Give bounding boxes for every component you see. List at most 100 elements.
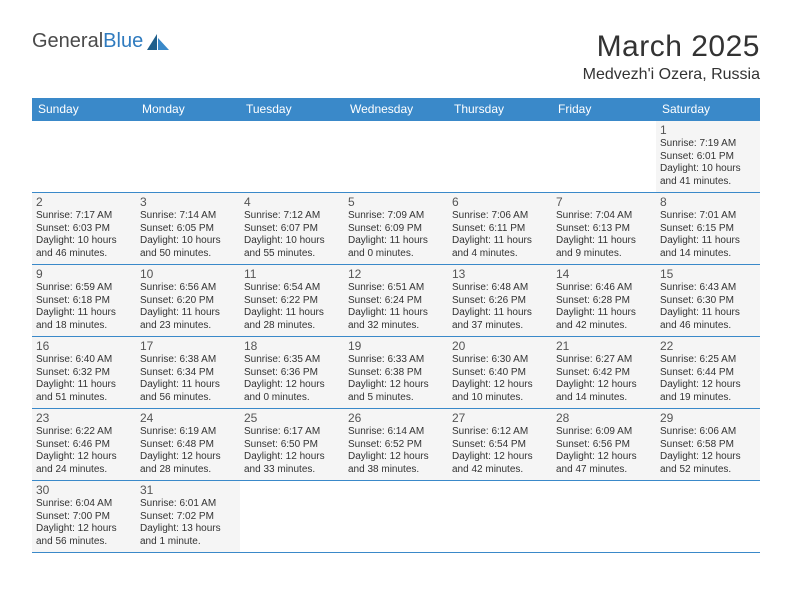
day-info: Sunrise: 6:56 AMSunset: 6:20 PMDaylight:… — [140, 282, 236, 332]
day-info: Sunrise: 6:25 AMSunset: 6:44 PMDaylight:… — [660, 354, 756, 404]
calendar-empty — [552, 121, 656, 193]
header: GeneralBlue March 2025 Medvezh'i Ozera, … — [32, 30, 760, 84]
day-number: 19 — [348, 339, 444, 353]
day-info: Sunrise: 6:27 AMSunset: 6:42 PMDaylight:… — [556, 354, 652, 404]
calendar-day: 18Sunrise: 6:35 AMSunset: 6:36 PMDayligh… — [240, 337, 344, 409]
calendar-day: 26Sunrise: 6:14 AMSunset: 6:52 PMDayligh… — [344, 409, 448, 481]
day-info: Sunrise: 6:43 AMSunset: 6:30 PMDaylight:… — [660, 282, 756, 332]
logo-text-1: General — [32, 30, 103, 53]
logo-sail-icon — [145, 32, 171, 52]
day-number: 6 — [452, 195, 548, 209]
calendar-body: 1Sunrise: 7:19 AMSunset: 6:01 PMDaylight… — [32, 121, 760, 553]
calendar-day: 21Sunrise: 6:27 AMSunset: 6:42 PMDayligh… — [552, 337, 656, 409]
day-info: Sunrise: 7:09 AMSunset: 6:09 PMDaylight:… — [348, 210, 444, 260]
day-info: Sunrise: 7:06 AMSunset: 6:11 PMDaylight:… — [452, 210, 548, 260]
day-number: 10 — [140, 267, 236, 281]
calendar-day: 24Sunrise: 6:19 AMSunset: 6:48 PMDayligh… — [136, 409, 240, 481]
calendar-empty — [656, 481, 760, 553]
day-header: Saturday — [656, 98, 760, 121]
calendar-empty — [240, 121, 344, 193]
day-number: 15 — [660, 267, 756, 281]
calendar-day: 15Sunrise: 6:43 AMSunset: 6:30 PMDayligh… — [656, 265, 760, 337]
calendar-week: 1Sunrise: 7:19 AMSunset: 6:01 PMDaylight… — [32, 121, 760, 193]
calendar-empty — [344, 481, 448, 553]
day-info: Sunrise: 6:48 AMSunset: 6:26 PMDaylight:… — [452, 282, 548, 332]
day-info: Sunrise: 6:01 AMSunset: 7:02 PMDaylight:… — [140, 498, 236, 548]
day-info: Sunrise: 6:38 AMSunset: 6:34 PMDaylight:… — [140, 354, 236, 404]
day-number: 1 — [660, 123, 756, 137]
day-number: 30 — [36, 483, 132, 497]
day-info: Sunrise: 7:19 AMSunset: 6:01 PMDaylight:… — [660, 138, 756, 188]
calendar-empty — [240, 481, 344, 553]
calendar-day: 23Sunrise: 6:22 AMSunset: 6:46 PMDayligh… — [32, 409, 136, 481]
day-number: 7 — [556, 195, 652, 209]
day-number: 4 — [244, 195, 340, 209]
day-info: Sunrise: 7:01 AMSunset: 6:15 PMDaylight:… — [660, 210, 756, 260]
title-block: March 2025 Medvezh'i Ozera, Russia — [583, 30, 760, 84]
day-number: 22 — [660, 339, 756, 353]
calendar-header-row: SundayMondayTuesdayWednesdayThursdayFrid… — [32, 98, 760, 121]
day-number: 27 — [452, 411, 548, 425]
day-info: Sunrise: 6:46 AMSunset: 6:28 PMDaylight:… — [556, 282, 652, 332]
day-info: Sunrise: 7:04 AMSunset: 6:13 PMDaylight:… — [556, 210, 652, 260]
calendar-day: 11Sunrise: 6:54 AMSunset: 6:22 PMDayligh… — [240, 265, 344, 337]
day-number: 28 — [556, 411, 652, 425]
day-info: Sunrise: 6:30 AMSunset: 6:40 PMDaylight:… — [452, 354, 548, 404]
calendar-week: 2Sunrise: 7:17 AMSunset: 6:03 PMDaylight… — [32, 193, 760, 265]
day-header: Thursday — [448, 98, 552, 121]
day-info: Sunrise: 6:35 AMSunset: 6:36 PMDaylight:… — [244, 354, 340, 404]
calendar-day: 8Sunrise: 7:01 AMSunset: 6:15 PMDaylight… — [656, 193, 760, 265]
day-number: 29 — [660, 411, 756, 425]
calendar-day: 2Sunrise: 7:17 AMSunset: 6:03 PMDaylight… — [32, 193, 136, 265]
day-number: 24 — [140, 411, 236, 425]
calendar-empty — [136, 121, 240, 193]
day-header: Wednesday — [344, 98, 448, 121]
day-number: 25 — [244, 411, 340, 425]
day-info: Sunrise: 6:04 AMSunset: 7:00 PMDaylight:… — [36, 498, 132, 548]
calendar-day: 17Sunrise: 6:38 AMSunset: 6:34 PMDayligh… — [136, 337, 240, 409]
calendar-day: 20Sunrise: 6:30 AMSunset: 6:40 PMDayligh… — [448, 337, 552, 409]
calendar-day: 10Sunrise: 6:56 AMSunset: 6:20 PMDayligh… — [136, 265, 240, 337]
calendar-page: GeneralBlue March 2025 Medvezh'i Ozera, … — [0, 0, 792, 573]
calendar-day: 25Sunrise: 6:17 AMSunset: 6:50 PMDayligh… — [240, 409, 344, 481]
calendar-day: 12Sunrise: 6:51 AMSunset: 6:24 PMDayligh… — [344, 265, 448, 337]
calendar-day: 14Sunrise: 6:46 AMSunset: 6:28 PMDayligh… — [552, 265, 656, 337]
day-info: Sunrise: 6:19 AMSunset: 6:48 PMDaylight:… — [140, 426, 236, 476]
day-info: Sunrise: 6:09 AMSunset: 6:56 PMDaylight:… — [556, 426, 652, 476]
day-number: 8 — [660, 195, 756, 209]
calendar-day: 6Sunrise: 7:06 AMSunset: 6:11 PMDaylight… — [448, 193, 552, 265]
calendar-week: 9Sunrise: 6:59 AMSunset: 6:18 PMDaylight… — [32, 265, 760, 337]
calendar-day: 1Sunrise: 7:19 AMSunset: 6:01 PMDaylight… — [656, 121, 760, 193]
day-number: 3 — [140, 195, 236, 209]
day-number: 11 — [244, 267, 340, 281]
day-info: Sunrise: 7:14 AMSunset: 6:05 PMDaylight:… — [140, 210, 236, 260]
calendar-week: 16Sunrise: 6:40 AMSunset: 6:32 PMDayligh… — [32, 337, 760, 409]
calendar-table: SundayMondayTuesdayWednesdayThursdayFrid… — [32, 98, 760, 553]
calendar-empty — [448, 481, 552, 553]
day-info: Sunrise: 7:17 AMSunset: 6:03 PMDaylight:… — [36, 210, 132, 260]
day-header: Sunday — [32, 98, 136, 121]
day-number: 5 — [348, 195, 444, 209]
calendar-day: 13Sunrise: 6:48 AMSunset: 6:26 PMDayligh… — [448, 265, 552, 337]
logo-text-2: Blue — [103, 30, 143, 53]
day-number: 21 — [556, 339, 652, 353]
day-info: Sunrise: 6:59 AMSunset: 6:18 PMDaylight:… — [36, 282, 132, 332]
day-number: 9 — [36, 267, 132, 281]
location: Medvezh'i Ozera, Russia — [583, 66, 760, 84]
calendar-day: 30Sunrise: 6:04 AMSunset: 7:00 PMDayligh… — [32, 481, 136, 553]
calendar-empty — [32, 121, 136, 193]
day-number: 12 — [348, 267, 444, 281]
day-info: Sunrise: 6:14 AMSunset: 6:52 PMDaylight:… — [348, 426, 444, 476]
day-number: 16 — [36, 339, 132, 353]
day-number: 18 — [244, 339, 340, 353]
calendar-day: 3Sunrise: 7:14 AMSunset: 6:05 PMDaylight… — [136, 193, 240, 265]
calendar-day: 19Sunrise: 6:33 AMSunset: 6:38 PMDayligh… — [344, 337, 448, 409]
day-info: Sunrise: 6:17 AMSunset: 6:50 PMDaylight:… — [244, 426, 340, 476]
day-number: 13 — [452, 267, 548, 281]
day-number: 31 — [140, 483, 236, 497]
calendar-day: 7Sunrise: 7:04 AMSunset: 6:13 PMDaylight… — [552, 193, 656, 265]
calendar-week: 30Sunrise: 6:04 AMSunset: 7:00 PMDayligh… — [32, 481, 760, 553]
day-number: 17 — [140, 339, 236, 353]
day-number: 2 — [36, 195, 132, 209]
day-info: Sunrise: 6:06 AMSunset: 6:58 PMDaylight:… — [660, 426, 756, 476]
